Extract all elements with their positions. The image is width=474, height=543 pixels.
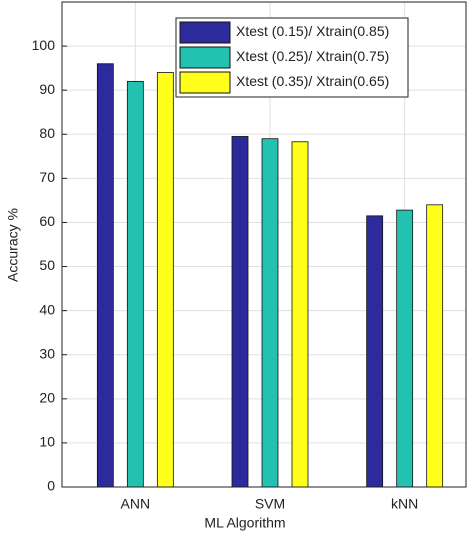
- y-tick-label: 20: [39, 390, 55, 406]
- y-tick-label: 40: [39, 301, 55, 317]
- legend-label: Xtest (0.25)/ Xtrain(0.75): [236, 48, 389, 64]
- legend-swatch: [179, 46, 231, 69]
- bar: [366, 215, 384, 488]
- y-tick-label: 80: [39, 125, 55, 141]
- y-tick-label: 70: [39, 169, 55, 185]
- bar: [96, 63, 114, 488]
- legend-swatch: [179, 21, 231, 44]
- legend-label: Xtest (0.35)/ Xtrain(0.65): [236, 73, 389, 89]
- x-tick-label: ANN: [121, 496, 151, 512]
- legend-label: Xtest (0.15)/ Xtrain(0.85): [236, 23, 389, 39]
- y-axis-label: Accuracy %: [5, 208, 21, 282]
- y-tick-label: 90: [39, 81, 55, 97]
- y-tick-label: 10: [39, 434, 55, 450]
- legend-swatch: [179, 71, 231, 94]
- bar: [426, 204, 444, 488]
- y-tick-label: 30: [39, 345, 55, 361]
- y-tick-label: 100: [32, 37, 56, 53]
- bar: [261, 138, 279, 488]
- plot-frame: [61, 1, 467, 488]
- bar: [396, 209, 414, 488]
- y-tick-label: 50: [39, 257, 55, 273]
- y-tick-label: 60: [39, 213, 55, 229]
- y-tick-label: 0: [47, 478, 55, 494]
- x-axis-label: ML Algorithm: [204, 515, 285, 531]
- bar: [126, 80, 144, 488]
- x-tick-label: kNN: [391, 496, 418, 512]
- x-tick-label: SVM: [255, 496, 285, 512]
- bar: [231, 136, 249, 488]
- bar: [156, 72, 174, 488]
- bar: [291, 141, 309, 488]
